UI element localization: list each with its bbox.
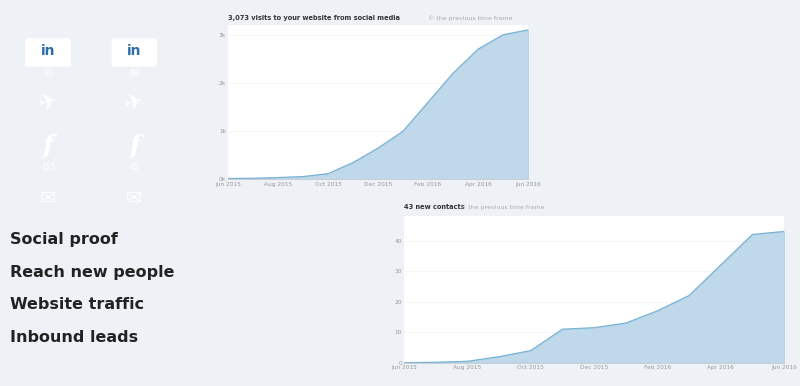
Text: 155: 155	[41, 163, 55, 172]
Text: Inbound leads: Inbound leads	[10, 330, 138, 345]
Text: Social proof: Social proof	[10, 232, 118, 247]
Text: ✈: ✈	[37, 91, 59, 116]
Text: © the previous time frame: © the previous time frame	[426, 15, 513, 21]
Text: f: f	[129, 134, 140, 158]
Text: Website traffic: Website traffic	[10, 298, 144, 312]
FancyBboxPatch shape	[26, 38, 70, 67]
Text: 45: 45	[130, 163, 139, 172]
Text: 95: 95	[43, 69, 53, 78]
Text: ✈: ✈	[123, 91, 146, 116]
Text: f: f	[42, 134, 54, 158]
FancyBboxPatch shape	[112, 38, 157, 67]
Text: in: in	[41, 44, 55, 58]
Text: © the previous time frame: © the previous time frame	[458, 205, 545, 210]
Text: Reach new people: Reach new people	[10, 265, 174, 279]
Text: ✉: ✉	[40, 189, 56, 208]
Text: ✉: ✉	[126, 189, 142, 208]
Text: 69: 69	[130, 69, 139, 78]
Text: in: in	[127, 44, 142, 58]
Text: 3,073 visits to your website from social media: 3,073 visits to your website from social…	[228, 15, 400, 21]
Text: 43 new contacts: 43 new contacts	[404, 204, 465, 210]
